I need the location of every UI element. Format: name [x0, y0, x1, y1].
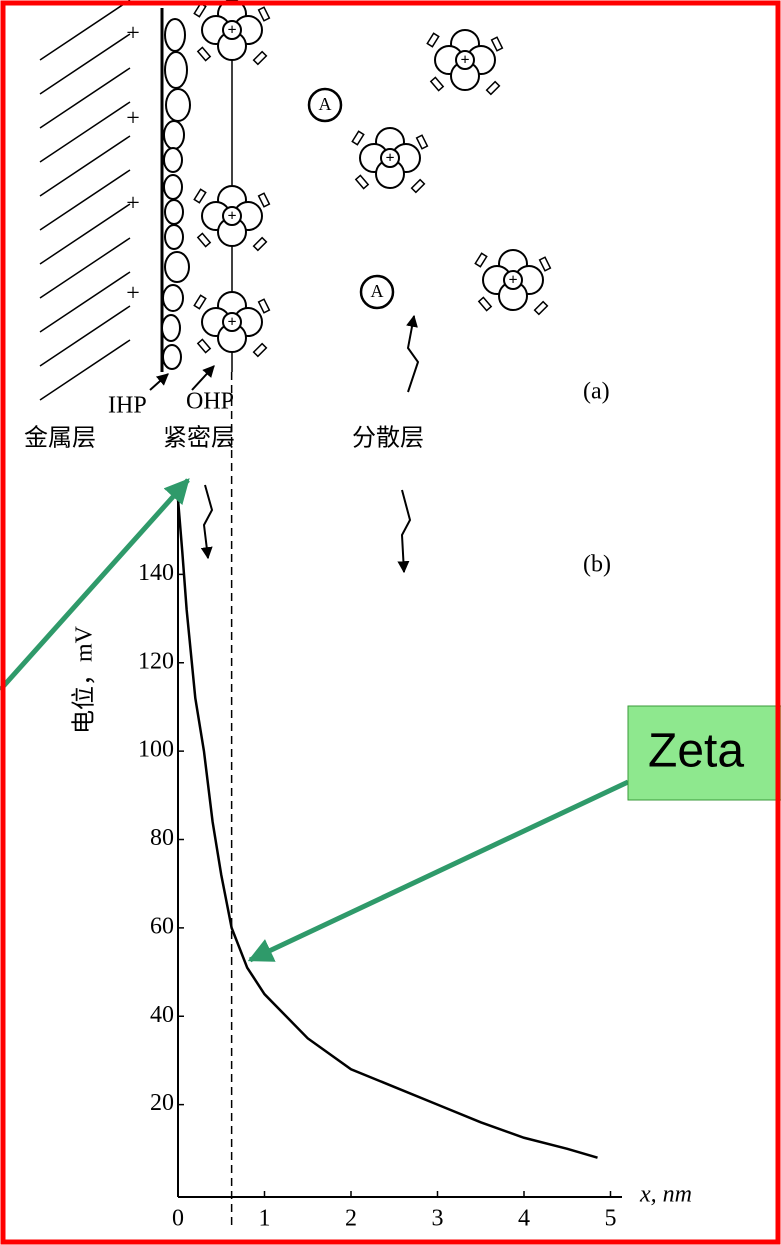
water-molecule [165, 225, 183, 249]
ohp-arrow [192, 366, 214, 390]
diffuse-layer-label: 分散层 [352, 425, 424, 452]
chart: 20 40 60 80 100 120 140 0 1 2 3 4 5 x, nm 电位，mV [0, 372, 692, 1232]
zeta-arrow [250, 782, 628, 960]
water-shell [254, 238, 267, 251]
water-molecule [163, 285, 183, 311]
cation-charge: + [460, 52, 469, 69]
y-tick-label: 100 [138, 737, 174, 763]
y-tick-label: 80 [150, 825, 174, 851]
water-shell [479, 297, 491, 310]
water-shell [259, 299, 270, 312]
water-molecule [165, 252, 189, 282]
hatch [40, 272, 130, 332]
zeta-label: Zeta [648, 725, 744, 778]
y-axis-label: 电位，mV [71, 625, 98, 734]
hatch [40, 0, 130, 60]
x-tick-label: 0 [172, 1206, 184, 1232]
figure: + + + + + + + + + + A A 20 40 60 80 100 120 140 0 1 2 3 4 5 x, n… [0, 0, 781, 1245]
x-tick-label: 5 [605, 1206, 617, 1232]
x-tick-label: 3 [432, 1206, 444, 1232]
hatch [40, 306, 130, 366]
y-tick-label: 140 [138, 560, 174, 586]
water-shell [198, 233, 210, 246]
water-shell [194, 189, 205, 202]
flow-arrow [402, 490, 410, 572]
anion-label: A [319, 94, 332, 114]
hatch [40, 34, 130, 94]
water-shell [431, 77, 443, 90]
x-tick-label: 1 [259, 1206, 271, 1232]
cation-charge: + [227, 314, 236, 331]
water-shell [259, 7, 270, 20]
water-molecule [163, 345, 181, 369]
water-shell [540, 257, 551, 270]
ihp-label: IHP [108, 393, 147, 419]
water-molecule [164, 121, 184, 149]
water-shell [352, 131, 363, 144]
flow-arrow [408, 316, 418, 392]
hatch [40, 204, 130, 264]
panel-a-label: (a) [583, 379, 610, 405]
cation-charge: + [227, 22, 236, 39]
water-shell [198, 47, 210, 60]
cation-charge: + [508, 272, 517, 289]
y-tick-label: 20 [150, 1090, 174, 1116]
hatch [40, 238, 130, 298]
surface-charge: + [126, 106, 140, 132]
water-molecule [165, 200, 183, 224]
water-shell [475, 253, 486, 266]
hatch [40, 102, 130, 162]
surface-charge: + [126, 21, 140, 47]
cation-charge: + [385, 150, 394, 167]
water-molecule [166, 89, 190, 121]
water-shell [417, 135, 428, 148]
ihp-arrow [150, 374, 168, 390]
x-axis-label: x, nm [639, 1182, 692, 1208]
water-shell [492, 37, 503, 50]
hatch [40, 340, 130, 400]
water-molecule [165, 19, 185, 51]
cation-charge: + [227, 208, 236, 225]
compact-layer-label: 紧密层 [163, 425, 235, 452]
water-shell [254, 52, 267, 65]
water-molecule [165, 52, 187, 88]
hatch [40, 170, 130, 230]
diagram-layout: + + + + + + + + + + A A [40, 0, 550, 572]
water-shell [487, 82, 500, 95]
water-shell [198, 339, 210, 352]
panel-b-label: (b) [583, 552, 611, 578]
surface-charge: + [126, 191, 140, 217]
water-shell [259, 193, 270, 206]
water-molecule [164, 175, 182, 199]
flow-arrow [204, 485, 212, 558]
hatch [40, 68, 130, 128]
water-molecule [162, 315, 180, 341]
ohp-label: OHP [186, 389, 234, 415]
water-molecule [164, 148, 182, 172]
anion-label: A [371, 281, 384, 301]
y-tick-label: 40 [150, 1002, 174, 1028]
x-tick-label: 4 [518, 1206, 530, 1232]
surface-charge: + [126, 281, 140, 307]
water-shell [412, 180, 425, 193]
hatch [40, 136, 130, 196]
water-shell [356, 175, 368, 188]
y-tick-label: 120 [138, 648, 174, 674]
water-shell [535, 302, 548, 315]
water-shell [194, 295, 205, 308]
water-shell [427, 33, 438, 46]
water-shell [254, 344, 267, 357]
x-tick-label: 2 [345, 1206, 357, 1232]
metal-layer-label: 金属层 [24, 425, 96, 452]
y-tick-label: 60 [150, 913, 174, 939]
